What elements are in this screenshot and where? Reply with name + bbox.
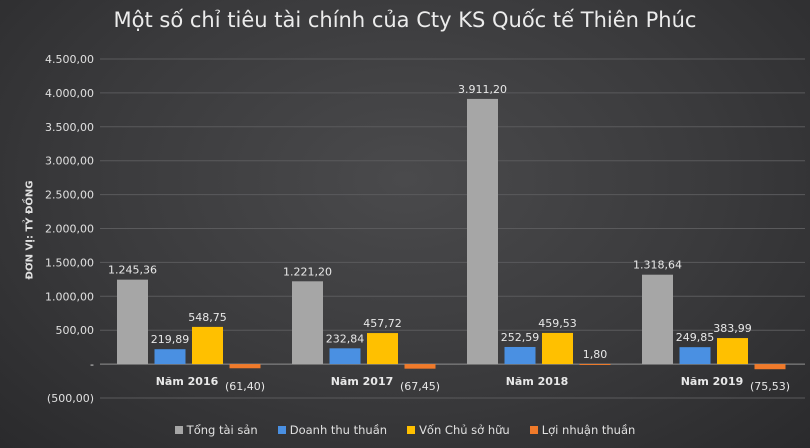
legend-item: Tổng tài sản — [174, 423, 258, 437]
y-tick-label: 3.500,00 — [45, 121, 94, 134]
y-tick-label: 4.500,00 — [45, 53, 94, 66]
bar-3-2 — [579, 363, 611, 365]
legend-label: Vốn Chủ sở hữu — [419, 423, 510, 437]
x-tick-label: Năm 2016 — [156, 375, 219, 388]
y-tick-label: 4.000,00 — [45, 87, 94, 100]
y-tick-label: 1.000,00 — [45, 290, 94, 303]
data-label: 232,84 — [326, 332, 365, 345]
legend-item: Lợi nhuận thuần — [529, 423, 636, 437]
legend-label: Tổng tài sản — [186, 423, 258, 437]
bar-1-0 — [154, 349, 186, 365]
legend-swatch — [174, 426, 183, 434]
bar-1-1 — [329, 348, 361, 365]
y-tick-label: - — [90, 358, 94, 371]
chart-title: Một số chỉ tiêu tài chính của Cty KS Quố… — [113, 8, 697, 32]
legend: Tổng tài sản Doanh thu thuần Vốn Chủ sở hữ… — [0, 423, 810, 437]
legend-item: Vốn Chủ sở hữu — [407, 423, 510, 437]
x-tick-label: Năm 2018 — [506, 375, 569, 388]
bar-0-0 — [117, 279, 148, 365]
bar-2-3 — [717, 338, 748, 365]
bar-0-2 — [467, 98, 498, 365]
legend-label: Lợi nhuận thuần — [541, 423, 636, 437]
data-label: 219,89 — [151, 333, 190, 346]
y-tick-label: (500,00) — [47, 392, 94, 405]
data-label: (61,40) — [225, 380, 265, 393]
bar-0-1 — [292, 281, 323, 365]
legend-swatch — [407, 426, 416, 434]
data-label: 459,53 — [538, 317, 577, 330]
legend-label: Doanh thu thuần — [289, 423, 388, 437]
bar-3-3 — [754, 364, 786, 370]
data-label: 1,80 — [583, 348, 608, 361]
data-label: 1.245,36 — [108, 264, 157, 277]
bar-1-2 — [504, 346, 536, 365]
data-label: 1.221,20 — [283, 265, 332, 278]
y-tick-label: 1.500,00 — [45, 256, 94, 269]
data-label: 548,75 — [188, 311, 227, 324]
data-label: 252,59 — [501, 331, 540, 344]
data-label: (75,53) — [750, 380, 790, 393]
bar-0-3 — [642, 274, 673, 365]
data-label: 1.318,64 — [633, 259, 682, 272]
bar-1-3 — [679, 347, 711, 365]
y-tick-label: 3.000,00 — [45, 155, 94, 168]
bar-2-2 — [542, 332, 573, 365]
data-label: 249,85 — [676, 331, 715, 344]
legend-swatch — [277, 426, 286, 434]
y-tick-label: 2.500,00 — [45, 189, 94, 202]
bar-3-0 — [229, 364, 261, 369]
y-tick-label: 2.000,00 — [45, 223, 94, 236]
bar-2-1 — [367, 333, 398, 365]
legend-swatch — [529, 426, 538, 434]
x-tick-label: Năm 2017 — [331, 375, 394, 388]
y-tick-label: 500,00 — [56, 324, 95, 337]
data-label: 383,99 — [713, 322, 752, 335]
bar-3-1 — [404, 364, 436, 369]
data-label: 457,72 — [363, 317, 402, 330]
legend-item: Doanh thu thuần — [277, 423, 388, 437]
bar-2-0 — [192, 326, 223, 365]
x-tick-label: Năm 2019 — [681, 375, 744, 388]
data-label: (67,45) — [400, 380, 440, 393]
data-label: 3.911,20 — [458, 83, 507, 96]
